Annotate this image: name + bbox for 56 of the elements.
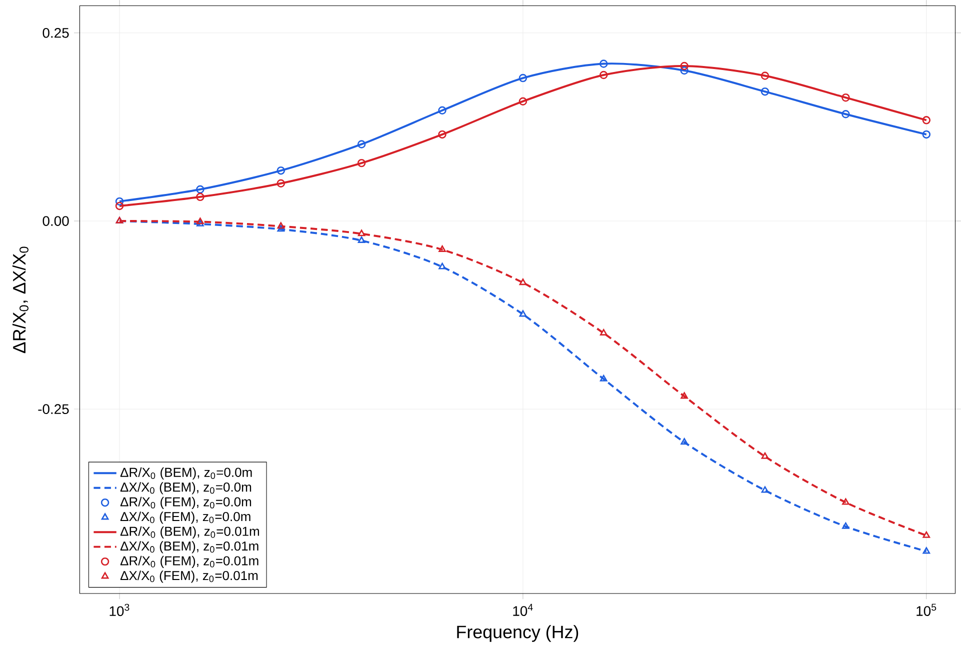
point: [761, 486, 769, 493]
point: [922, 130, 931, 138]
point: [760, 72, 770, 80]
legend-label: ΔR/X$_{0}$ (FEM), z$_{0}$=0.0m: [120, 496, 252, 509]
legend-label: ΔX/X$_{0}$ (BEM), z$_{0}$=0.0m: [120, 482, 252, 494]
legend-label: ΔX/X$_{0}$ (FEM), z$_{0}$=0.01m: [120, 570, 258, 583]
legend-label: ΔR/X$_{0}$ (FEM), z$_{0}$=0.01m: [120, 556, 258, 568]
point: [518, 74, 528, 82]
point: [438, 245, 446, 252]
point: [115, 197, 124, 206]
point: [842, 498, 850, 505]
point: [277, 222, 285, 229]
point: [922, 547, 930, 554]
point: [680, 438, 688, 444]
legend-label: ΔX/X$_{0}$ (FEM), z$_{0}$=0.0m: [120, 512, 250, 524]
point: [277, 225, 285, 232]
point: [600, 374, 608, 382]
point: [358, 236, 366, 243]
point: [196, 192, 204, 201]
point: [276, 179, 286, 188]
point: [922, 531, 930, 538]
legend-label: ΔR/X$_{0}$ (BEM), z$_{0}$=0.01m: [120, 526, 260, 538]
point: [519, 278, 527, 285]
point: [922, 116, 931, 124]
point: [760, 87, 770, 96]
x-tick-label: 10$^{5}$: [916, 604, 936, 616]
point: [438, 262, 446, 270]
point: [438, 106, 446, 114]
legend-label: ΔX/X$_{0}$ (BEM), z$_{0}$=0.01m: [120, 540, 258, 554]
y-axis-title: ΔR/X$_{0}$, ΔX/X$_{0}$: [12, 246, 28, 353]
point: [519, 310, 527, 317]
point: [276, 166, 286, 175]
point: [842, 522, 850, 529]
point: [680, 392, 688, 399]
point: [842, 93, 850, 102]
point: [680, 66, 688, 75]
point: [600, 328, 608, 336]
point: [196, 185, 204, 194]
point: [761, 452, 769, 459]
point: [357, 158, 366, 168]
point: [600, 60, 608, 68]
point: [518, 97, 528, 106]
point: [357, 140, 366, 148]
x-axis-title: Frequency (Hz): [457, 625, 578, 642]
point: [438, 130, 446, 138]
y-tick-label: 0.00: [42, 216, 69, 226]
point: [680, 62, 688, 70]
x-tick-label: 10$^{3}$: [110, 604, 130, 616]
y-tick-label: -0.25: [38, 404, 69, 414]
point: [600, 70, 608, 80]
y-tick-label: 0.25: [42, 28, 69, 38]
legend-label: ΔR/X$_{0}$ (BEM), z$_{0}$=0.0m: [120, 467, 252, 480]
point: [115, 202, 124, 210]
point: [842, 110, 850, 118]
point: [358, 230, 366, 236]
x-tick-label: 10$^{4}$: [513, 604, 533, 616]
